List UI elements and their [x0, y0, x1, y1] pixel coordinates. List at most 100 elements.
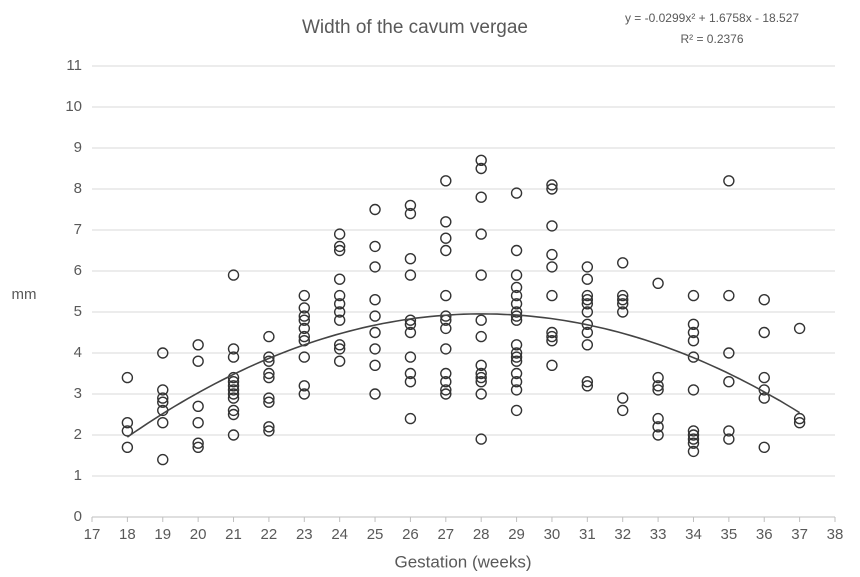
- x-tick-label: 26: [402, 526, 419, 543]
- point: [723, 175, 735, 187]
- point: [581, 306, 594, 318]
- point: [510, 187, 523, 199]
- x-tick-label: 38: [827, 526, 844, 543]
- point: [546, 248, 558, 261]
- x-tick-label: 29: [508, 526, 525, 543]
- point: [617, 392, 629, 404]
- point: [581, 273, 594, 285]
- point: [581, 339, 594, 351]
- point: [369, 326, 381, 339]
- point: [121, 417, 134, 429]
- point: [263, 392, 275, 404]
- point: [369, 310, 381, 322]
- x-tick-label: 19: [154, 526, 171, 543]
- point: [546, 261, 558, 273]
- point: [157, 384, 169, 396]
- point: [369, 203, 381, 216]
- point: [263, 396, 275, 408]
- point: [581, 294, 594, 306]
- point: [192, 400, 204, 412]
- point: [581, 298, 594, 310]
- point: [581, 376, 594, 388]
- point: [404, 253, 417, 265]
- x-tick-label: 20: [190, 526, 207, 543]
- point: [121, 425, 134, 437]
- x-tick-label: 17: [84, 526, 101, 543]
- y-tick-label: 1: [74, 467, 82, 484]
- point: [333, 339, 346, 351]
- point: [510, 339, 523, 351]
- y-axis-label: mm: [12, 286, 37, 303]
- point: [298, 310, 310, 322]
- x-tick-label: 18: [119, 526, 136, 543]
- point: [793, 417, 806, 429]
- point: [227, 269, 240, 281]
- point: [192, 339, 204, 351]
- point: [652, 421, 664, 433]
- x-tick-label: 24: [331, 526, 348, 543]
- point: [440, 232, 452, 244]
- point: [758, 441, 770, 453]
- point: [404, 412, 417, 425]
- point: [333, 228, 346, 240]
- point: [652, 384, 664, 396]
- point: [723, 425, 735, 437]
- point: [369, 359, 381, 371]
- point: [510, 351, 523, 363]
- point: [510, 355, 523, 367]
- point: [440, 384, 452, 396]
- point: [192, 437, 204, 449]
- point: [227, 388, 240, 400]
- point: [263, 330, 275, 343]
- y-tick-label: 11: [66, 57, 82, 74]
- point: [333, 273, 346, 285]
- point: [617, 289, 629, 302]
- y-tick-label: 7: [74, 221, 82, 238]
- y-tick-label: 5: [74, 303, 82, 320]
- point: [404, 199, 417, 212]
- point: [369, 388, 381, 400]
- y-tick-label: 9: [74, 139, 82, 156]
- point: [546, 183, 558, 195]
- point: [157, 417, 169, 429]
- point: [758, 371, 770, 384]
- point: [157, 453, 169, 466]
- point: [369, 240, 381, 253]
- point: [192, 441, 204, 453]
- point: [475, 154, 487, 167]
- point: [510, 306, 523, 318]
- x-tick-label: 27: [437, 526, 454, 543]
- point: [157, 396, 169, 408]
- point: [227, 404, 240, 417]
- x-tick-label: 34: [685, 526, 702, 543]
- point: [404, 367, 417, 380]
- point: [369, 294, 381, 306]
- x-tick-label: 31: [579, 526, 596, 543]
- point: [652, 277, 664, 289]
- x-tick-label: 21: [225, 526, 242, 543]
- point: [617, 298, 629, 310]
- point: [687, 326, 700, 339]
- point: [333, 343, 346, 355]
- point: [475, 269, 487, 281]
- point: [121, 441, 134, 453]
- point: [510, 298, 523, 310]
- point: [369, 261, 381, 273]
- point: [510, 347, 523, 359]
- y-tick-label: 3: [74, 385, 82, 402]
- x-tick-label: 30: [544, 526, 561, 543]
- point: [404, 326, 417, 339]
- x-tick-label: 22: [261, 526, 278, 543]
- x-tick-label: 23: [296, 526, 313, 543]
- y-tick-label: 0: [74, 508, 82, 525]
- trendline: [126, 313, 801, 438]
- point: [440, 322, 452, 335]
- point: [546, 330, 558, 343]
- point: [723, 376, 735, 388]
- point: [475, 433, 487, 445]
- point: [440, 216, 452, 228]
- point: [157, 392, 169, 404]
- y-tick-label: 6: [74, 262, 82, 279]
- point: [687, 384, 700, 396]
- point: [333, 244, 346, 257]
